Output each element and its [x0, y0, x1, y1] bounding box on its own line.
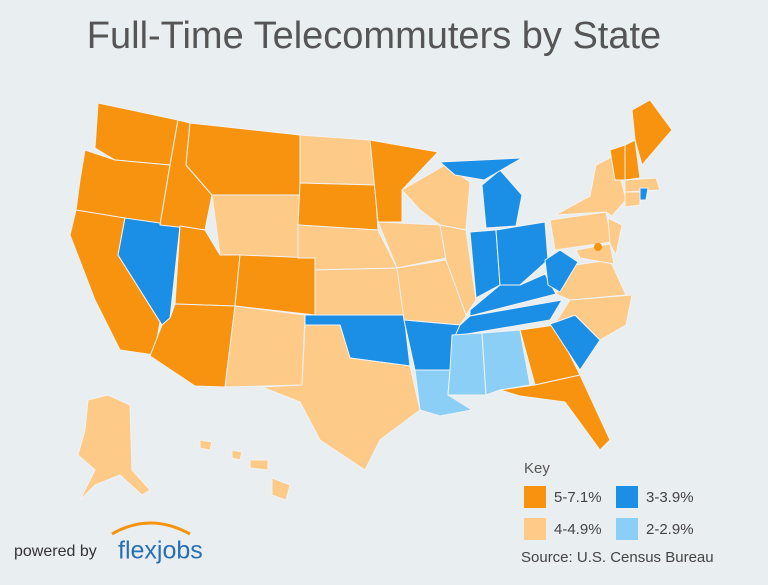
logo: flexjobs: [118, 537, 203, 565]
state: [447, 332, 487, 396]
logo-swoosh: [111, 521, 191, 536]
legend-label: 3-3.9%: [646, 489, 694, 506]
state: [234, 254, 316, 316]
state: [544, 249, 579, 293]
state: [297, 182, 379, 231]
legend-label: 2-2.9%: [646, 521, 694, 538]
state: [369, 139, 439, 223]
legend-label: 4-4.9%: [554, 521, 602, 538]
state: [499, 374, 611, 451]
state: [299, 134, 376, 186]
state: [231, 449, 243, 461]
state: [454, 299, 563, 337]
state: [314, 267, 405, 316]
state: [631, 99, 673, 166]
legend-title: Key: [524, 460, 550, 477]
state: [481, 169, 523, 229]
states: [69, 99, 673, 501]
legend-swatch: [616, 486, 638, 508]
title: Full-Time Telecommuters by State: [87, 15, 661, 57]
state: [261, 324, 421, 471]
state: [271, 477, 291, 501]
state: [594, 243, 602, 251]
legend-swatch: [524, 486, 546, 508]
state: [439, 157, 523, 181]
state: [495, 221, 549, 286]
legend-label: 5-7.1%: [554, 489, 602, 506]
state: [549, 211, 613, 251]
state: [185, 122, 301, 196]
legend-swatch: [616, 518, 638, 540]
state: [77, 394, 151, 501]
state: [607, 217, 623, 256]
state: [639, 187, 649, 201]
powered-by: powered by: [14, 543, 97, 560]
state: [224, 305, 306, 388]
state: [624, 191, 641, 208]
state: [199, 439, 213, 451]
state: [94, 102, 179, 166]
source: Source: U.S. Census Bureau: [521, 549, 714, 566]
state: [439, 224, 477, 316]
state: [624, 177, 661, 193]
state: [211, 194, 301, 259]
legend: Key 5-7.1% 3-3.9% 4-4.9% 2-2.9%: [524, 460, 694, 540]
state: [624, 139, 641, 181]
legend-swatch: [524, 518, 546, 540]
state: [249, 459, 269, 471]
